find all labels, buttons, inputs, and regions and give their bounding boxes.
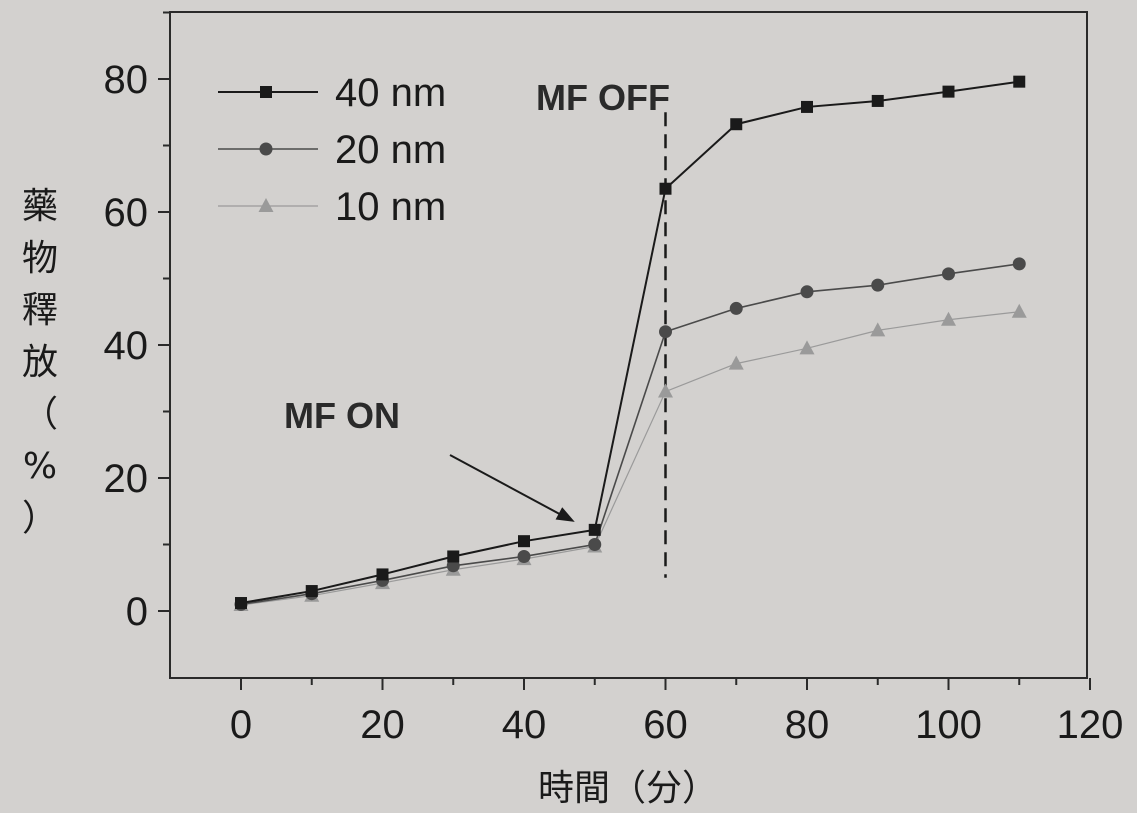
data-point <box>800 285 814 299</box>
data-point <box>801 100 813 113</box>
mf-off-label: MF OFF <box>536 77 670 118</box>
series-10nm <box>233 303 1027 612</box>
x-tick-label: 120 <box>1057 703 1124 747</box>
mf-on-arrow-shaft <box>449 454 568 519</box>
data-point <box>871 278 885 292</box>
y-axis-label-char: （ <box>22 394 58 435</box>
legend-marker <box>258 198 274 212</box>
y-tick-label: 0 <box>126 590 148 634</box>
data-point <box>799 340 815 355</box>
data-point <box>235 597 247 610</box>
data-point <box>659 182 672 195</box>
legend-marker <box>260 86 272 98</box>
data-point <box>870 322 886 337</box>
x-tick-label: 60 <box>643 703 688 747</box>
data-point <box>376 568 389 581</box>
series-line <box>240 80 1020 605</box>
legend-label: 10 nm <box>335 185 446 229</box>
data-point <box>1013 75 1026 88</box>
legend-label: 20 nm <box>335 128 446 172</box>
y-axis-label: 藥物釋放 （% ） <box>22 186 58 539</box>
data-point <box>518 535 530 548</box>
x-tick-label: 80 <box>785 703 830 747</box>
data-point <box>942 85 955 98</box>
y-axis-label-char: 釋 <box>22 290 58 331</box>
series-40nm <box>235 75 1026 610</box>
mf-on-label: MF ON <box>284 395 400 436</box>
x-tick-label: 40 <box>502 703 547 747</box>
data-point <box>730 118 743 131</box>
y-axis-label-char: 物 <box>22 238 58 279</box>
y-axis-label-char: 放 <box>22 342 58 383</box>
data-point <box>446 559 460 573</box>
y-axis-label-char: % <box>23 446 57 487</box>
data-point <box>588 538 602 551</box>
data-point <box>729 301 743 315</box>
data-point <box>941 311 956 326</box>
x-tick-label: 20 <box>360 703 405 747</box>
series-line <box>240 263 1020 606</box>
data-point <box>658 383 673 398</box>
y-tick-label: 40 <box>104 324 149 368</box>
series-line <box>240 311 1020 606</box>
legend-marker <box>259 142 273 156</box>
data-point <box>942 267 955 281</box>
data-point <box>659 325 672 339</box>
data-point <box>517 549 531 563</box>
y-axis-label-char: 藥 <box>22 186 58 227</box>
y-axis-label-char: ） <box>22 498 58 539</box>
data-point <box>1012 257 1026 271</box>
y-tick-label: 80 <box>104 58 149 102</box>
x-tick-label: 100 <box>915 703 982 747</box>
x-axis-label: 時間（分） <box>538 768 718 809</box>
data-point <box>305 585 318 598</box>
legend-label: 40 nm <box>335 71 446 115</box>
data-point <box>728 355 744 370</box>
data-point <box>588 523 601 536</box>
y-tick-label: 20 <box>104 457 149 501</box>
data-point <box>447 550 460 563</box>
mf-on-arrow-head <box>555 507 575 522</box>
data-point <box>1011 303 1027 318</box>
y-tick-label: 60 <box>104 191 149 235</box>
x-tick-label: 0 <box>230 703 252 747</box>
data-point <box>871 94 884 107</box>
